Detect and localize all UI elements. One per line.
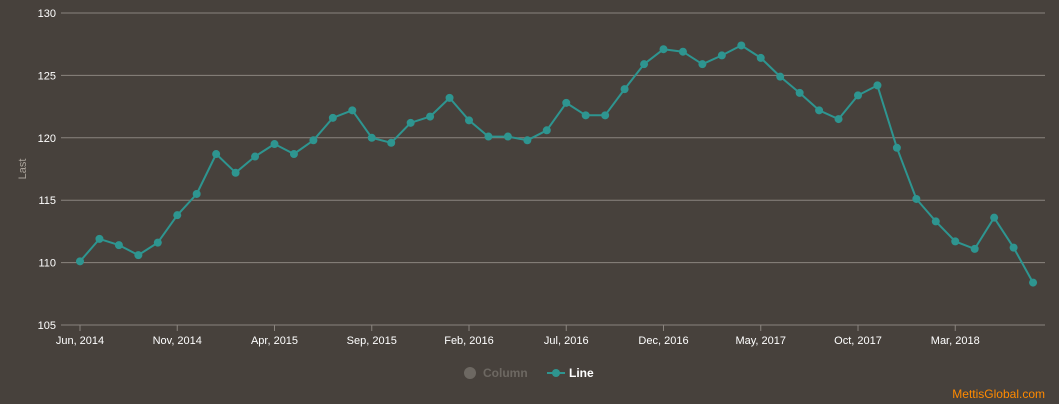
data-point: [270, 140, 279, 149]
y-tick-label: 105: [38, 320, 56, 332]
legend-item-column[interactable]: Column: [464, 366, 528, 380]
data-point: [951, 237, 960, 246]
data-point: [737, 41, 746, 50]
series-line: [76, 41, 1038, 287]
y-tick-label: 120: [38, 133, 56, 145]
y-tick-label: 130: [38, 8, 56, 20]
x-tick-label: Oct, 2017: [834, 335, 882, 347]
data-point: [153, 238, 162, 247]
data-point: [251, 152, 260, 161]
x-tick-label: Feb, 2016: [444, 335, 494, 347]
y-tick-label: 125: [38, 70, 56, 82]
y-axis-ticks: 105 110 115 120 125 130: [38, 8, 56, 332]
data-point: [990, 213, 999, 222]
data-point: [601, 111, 610, 120]
data-point: [134, 251, 143, 260]
data-point: [931, 217, 940, 226]
data-point: [698, 60, 707, 69]
y-tick-label: 115: [38, 195, 56, 207]
data-point: [581, 111, 590, 120]
legend-label: Line: [569, 366, 594, 380]
x-tick-label: Jul, 2016: [544, 335, 589, 347]
data-point: [815, 106, 824, 115]
data-point: [503, 132, 512, 141]
data-point: [873, 81, 882, 90]
data-point: [465, 116, 473, 125]
data-point: [892, 143, 901, 152]
credit-text[interactable]: MettisGlobal.com: [952, 387, 1045, 401]
x-tick-label: Jun, 2014: [56, 335, 104, 347]
data-point: [659, 45, 668, 54]
x-tick-label: Dec, 2016: [638, 335, 688, 347]
data-point: [970, 244, 979, 253]
data-point: [289, 150, 298, 159]
legend: Column Line: [464, 366, 594, 380]
data-point: [114, 241, 123, 250]
data-point: [523, 136, 532, 145]
x-tick-label: May, 2017: [735, 335, 786, 347]
data-point: [426, 112, 435, 121]
data-point: [912, 194, 921, 203]
data-point: [776, 72, 785, 81]
data-point: [542, 126, 551, 135]
data-point: [756, 53, 765, 62]
data-point: [309, 136, 318, 145]
series-line-path: [79, 44, 1034, 284]
data-point: [854, 91, 862, 100]
x-axis-ticks: Jun, 2014 Nov, 2014 Apr, 2015 Sep, 2015 Feb,…: [56, 325, 980, 347]
legend-item-line[interactable]: Line: [547, 366, 594, 380]
x-tick-label: Nov, 2014: [153, 335, 202, 347]
data-point: [484, 132, 493, 141]
legend-marker: [552, 369, 560, 377]
data-point: [445, 93, 454, 102]
legend-marker: [464, 367, 476, 379]
data-point: [367, 133, 376, 142]
data-point: [76, 257, 84, 266]
data-point: [212, 150, 221, 159]
data-point: [678, 47, 687, 56]
data-point: [640, 60, 649, 69]
gridlines: [61, 12, 1045, 326]
x-tick-label: Sep, 2015: [347, 335, 397, 347]
data-point: [1009, 243, 1018, 252]
data-point: [717, 51, 726, 60]
data-point: [620, 85, 629, 94]
y-axis-title: Last: [17, 159, 29, 180]
data-point: [834, 115, 843, 124]
data-point: [1029, 278, 1038, 287]
y-tick-label: 110: [38, 258, 56, 270]
data-point: [95, 234, 104, 243]
data-point: [231, 168, 240, 177]
data-point: [173, 211, 182, 220]
data-point: [387, 138, 396, 147]
x-tick-label: Mar, 2018: [931, 335, 980, 347]
data-point: [795, 88, 804, 97]
x-tick-label: Apr, 2015: [251, 335, 298, 347]
data-point: [192, 189, 201, 198]
data-point: [328, 113, 337, 122]
legend-label: Column: [483, 366, 528, 380]
data-point: [406, 118, 415, 127]
data-point: [562, 98, 571, 107]
data-point: [348, 106, 357, 115]
